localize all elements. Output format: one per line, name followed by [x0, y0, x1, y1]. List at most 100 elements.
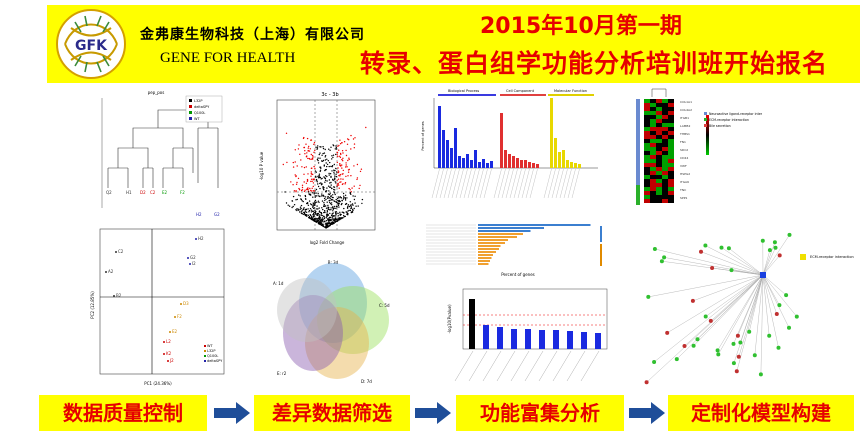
- svg-text:CD44: CD44: [680, 156, 688, 160]
- svg-text:SPP1: SPP1: [680, 196, 688, 200]
- svg-text:B2: B2: [116, 293, 122, 298]
- venn-label-c: C: 5d: [379, 303, 390, 308]
- svg-text:H2: H2: [196, 212, 202, 217]
- go-bar: [536, 164, 539, 168]
- svg-text:D2: D2: [140, 190, 146, 195]
- hbar: [478, 248, 499, 250]
- go-bar: [474, 150, 477, 168]
- svg-text:HSPG2: HSPG2: [680, 172, 690, 176]
- network-node: [662, 255, 667, 260]
- hbar: [478, 263, 489, 265]
- hbar: [478, 236, 517, 238]
- svg-text:Cell Component: Cell Component: [506, 89, 535, 93]
- svg-text:Bile secretion: Bile secretion: [709, 124, 731, 128]
- go-bar: [438, 106, 441, 168]
- network-node: [734, 369, 739, 374]
- go-bar: [470, 160, 473, 168]
- hbar: [478, 254, 493, 256]
- company-name-cn: 金弗康生物科技（上海）有限公司: [140, 27, 365, 43]
- network-node: [736, 354, 741, 359]
- svg-text:E2: E2: [162, 190, 168, 195]
- venn-label-d: D: 7d: [361, 379, 372, 384]
- network-node: [690, 298, 695, 303]
- go-bar: [486, 163, 489, 168]
- svg-text:Q2: Q2: [106, 190, 112, 195]
- svg-text:Neuroactive ligand-receptor in: Neuroactive ligand-receptor interaction: [709, 112, 762, 116]
- svg-text:FN1: FN1: [680, 140, 686, 144]
- network-node: [674, 357, 679, 362]
- go-bar: [574, 163, 577, 168]
- network-node: [777, 253, 782, 258]
- go-bar: [562, 150, 565, 168]
- enrichment-bar: [469, 299, 475, 349]
- go-bar: [508, 154, 511, 168]
- go-bar: [578, 164, 581, 168]
- network-node: [710, 266, 715, 270]
- go-bar: [442, 130, 445, 168]
- go-bar: [520, 160, 523, 168]
- network-figure: ECM-receptor interaction: [644, 232, 854, 385]
- network-node: [719, 245, 724, 250]
- network-node: [715, 348, 720, 353]
- svg-text:VWF: VWF: [680, 164, 687, 168]
- network-node: [703, 243, 708, 248]
- network-node: [699, 249, 703, 254]
- network-node: [794, 314, 799, 319]
- svg-text:TNC: TNC: [679, 188, 686, 192]
- heatmap-legend: Neuroactive ligand-receptor interaction …: [704, 112, 762, 128]
- network-node: [731, 361, 736, 366]
- hbar: [478, 233, 523, 235]
- svg-text:COL1A1: COL1A1: [680, 100, 692, 104]
- network-node: [716, 352, 721, 357]
- go-bar: [478, 162, 481, 168]
- enrichment-bar: [567, 331, 573, 349]
- hbar-figure: Percent of genes: [426, 224, 602, 277]
- header-banner: [47, 5, 860, 83]
- enrichment-bar: [525, 329, 531, 349]
- svg-text:I2: I2: [192, 261, 196, 266]
- go-bar: [458, 156, 461, 168]
- svg-text:G2: G2: [214, 212, 220, 217]
- enrichment-bar: [483, 325, 489, 349]
- enrichment-bar: [553, 330, 559, 349]
- network-node: [738, 340, 743, 345]
- go-bar: [550, 98, 553, 168]
- go-bar: [466, 154, 469, 168]
- go-bar: [570, 162, 573, 168]
- network-node: [760, 238, 765, 243]
- network-node: [772, 240, 777, 245]
- network-node: [644, 380, 649, 385]
- svg-text:D3: D3: [183, 301, 189, 306]
- network-node: [784, 293, 789, 298]
- go-bar: [512, 156, 515, 168]
- svg-text:C2: C2: [150, 190, 156, 195]
- svg-text:G2: G2: [190, 255, 196, 260]
- network-node: [777, 303, 782, 308]
- go-bar-ylabel: Percent of genes: [421, 121, 425, 151]
- hbar-xlabel: Percent of genes: [501, 272, 535, 277]
- network-node: [703, 314, 708, 319]
- hbar: [478, 251, 496, 253]
- svg-text:THBS1: THBS1: [679, 132, 690, 136]
- svg-text:H1: H1: [126, 190, 132, 195]
- heatmap-figure: COL1A1 COL4A2 ITGB1 LAMB2 THBS1 FN1 SDC2 CD44…: [636, 88, 709, 205]
- svg-text:COL4A2: COL4A2: [680, 108, 692, 112]
- venn-label-e: E: r2: [277, 371, 287, 376]
- hbar: [478, 239, 508, 241]
- svg-text:L2: L2: [166, 339, 171, 344]
- pca-ylabel: PC2 (12.85%): [90, 291, 95, 319]
- network-node: [665, 330, 670, 335]
- svg-text:K2: K2: [166, 351, 172, 356]
- svg-text:A2: A2: [108, 269, 114, 274]
- hbar: [478, 230, 531, 232]
- svg-text:Biological Process: Biological Process: [448, 89, 479, 93]
- network-node: [659, 259, 664, 264]
- network-hub-label: ECM-receptor interaction: [810, 255, 854, 259]
- svg-text:LAMB2: LAMB2: [680, 124, 690, 128]
- go-bar-figure: Biological Process Cell Component Molecu…: [421, 89, 598, 199]
- network-node: [652, 247, 657, 251]
- go-bar: [554, 138, 557, 168]
- enrichment-bar: [511, 329, 517, 349]
- svg-text:GFK: GFK: [75, 38, 108, 54]
- network-node: [652, 360, 657, 364]
